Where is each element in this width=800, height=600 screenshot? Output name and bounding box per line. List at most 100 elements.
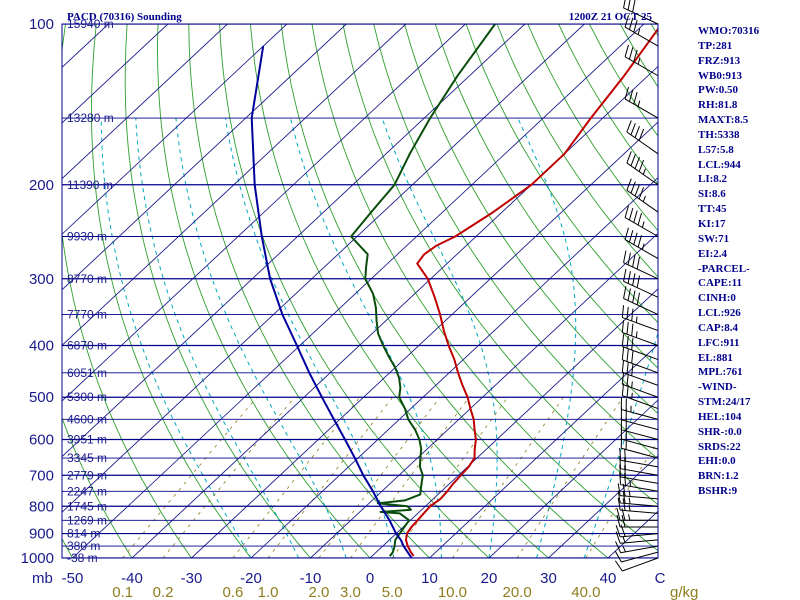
- wind-barb-flag: [628, 47, 634, 60]
- wind-barb-flag: [626, 335, 629, 349]
- wind-barb-half-flag: [637, 58, 641, 65]
- wind-barb-flag: [634, 156, 640, 169]
- wind-barb: [624, 15, 659, 47]
- height-label: 15940 m: [67, 17, 114, 31]
- wind-barb-flag: [633, 232, 638, 245]
- sidebar-stat: TH:5338: [698, 128, 740, 141]
- wind-barb-flag: [628, 17, 634, 30]
- wind-barb-flag: [624, 205, 629, 218]
- wind-barb-flag: [621, 305, 625, 318]
- mixing-ratio-label: 2.0: [309, 584, 330, 600]
- wind-barb-flag: [633, 210, 638, 223]
- wind-barb-half-flag: [642, 168, 646, 175]
- chart-title: PACD (70316) Sounding: [67, 11, 182, 23]
- wind-barb-flag: [616, 508, 621, 521]
- wind-barb-flag: [621, 360, 625, 373]
- mixing-ratio-unit-label: g/kg: [670, 584, 698, 600]
- height-label: 1745 m: [67, 499, 107, 513]
- wind-barb-flag: [624, 465, 627, 478]
- pressure-tick-label: 700: [29, 467, 54, 484]
- height-label: 3951 m: [67, 433, 107, 447]
- wind-barb-flag: [617, 497, 621, 511]
- sidebar-stat: FRZ:913: [698, 54, 741, 67]
- mixing-ratio-label: 10.0: [438, 584, 467, 600]
- wind-barb-flag: [626, 178, 632, 191]
- height-label: 9930 m: [67, 229, 107, 243]
- plot-frame: [61, 23, 659, 559]
- parcel-curve: [250, 45, 413, 558]
- wind-barb-staff: [620, 502, 659, 507]
- wind-barb-flag: [622, 491, 626, 504]
- pressure-tick-label: 200: [29, 177, 54, 194]
- wind-barb-flag: [626, 361, 629, 375]
- wind-barb-flag: [630, 181, 636, 194]
- wind-barb: [621, 383, 659, 410]
- moist-adiabat: [135, 117, 300, 558]
- wind-barb-flag: [628, 230, 634, 243]
- isotherm: [310, 232, 658, 558]
- temperature-tick-label: -40: [121, 570, 143, 587]
- height-label: 5300 m: [67, 390, 107, 404]
- wind-barb-half-flag: [642, 195, 646, 202]
- wind-barb-staff: [626, 189, 659, 213]
- wind-barb-flag: [638, 128, 645, 141]
- wind-barb-staff: [620, 468, 659, 476]
- sidebar-stat: -WIND-: [698, 381, 737, 394]
- wind-barb-staff: [623, 262, 659, 280]
- height-label: 380 m: [67, 539, 100, 553]
- wind-barb-flag: [614, 560, 623, 572]
- pressure-tick-label: 300: [29, 271, 54, 288]
- wind-barb-staff: [624, 239, 659, 260]
- mixing-ratio-label: 0.6: [222, 584, 243, 600]
- isotherm: [548, 455, 658, 558]
- wind-barb: [620, 397, 659, 420]
- wind-barb-flag: [619, 456, 622, 469]
- sidebar-stat: KI:17: [698, 217, 726, 230]
- sidebar-stat: CAP:8.4: [698, 321, 739, 334]
- isotherm: [250, 177, 658, 558]
- sidebar-stat: MAXT:8.5: [698, 114, 749, 127]
- temperature-tick-label: -20: [240, 570, 262, 587]
- wind-barb-staff: [621, 409, 659, 420]
- isotherm: [62, 24, 585, 513]
- temperature-tick-label: 10: [421, 570, 438, 587]
- sidebar-stat: LI:8.2: [698, 173, 728, 186]
- wind-barb-half-flag: [635, 331, 638, 338]
- wind-barb: [621, 347, 659, 374]
- temperature-curve: [405, 27, 658, 557]
- wind-barb-staff: [623, 298, 659, 315]
- chart-timestamp: 1200Z 21 OCT 25: [569, 11, 653, 23]
- sidebar-stat: LFC:911: [698, 336, 740, 349]
- sidebar-stat: WMO:70316: [698, 25, 760, 37]
- wind-barb-flag: [627, 252, 631, 265]
- wind-barb-flag: [621, 371, 625, 385]
- wind-barb-flag: [619, 472, 622, 485]
- wind-barb-flag: [623, 286, 627, 299]
- wind-barb-staff: [620, 509, 659, 514]
- wind-barb-flag: [634, 184, 640, 197]
- sidebar-stat: LCL:926: [698, 307, 741, 320]
- wind-barb-flag: [623, 250, 627, 263]
- pressure-tick-label: 800: [29, 498, 54, 515]
- dry-adiabat: [0, 24, 13, 558]
- temperature-tick-label: 30: [540, 570, 557, 587]
- isotherm: [369, 288, 658, 558]
- isotherm: [488, 399, 658, 558]
- wind-barb-staff: [622, 371, 659, 386]
- wind-barb: [619, 447, 659, 468]
- height-label: 6051 m: [67, 366, 107, 380]
- isotherm: [131, 65, 658, 558]
- isotherm: [72, 24, 645, 558]
- mixing-ratio-line: [267, 396, 394, 558]
- pressure-unit-label: mb: [32, 570, 53, 587]
- wind-barb: [626, 151, 659, 186]
- wind-barb-flag: [626, 321, 629, 335]
- wind-barb: [624, 87, 659, 119]
- wind-barb-half-flag: [631, 381, 633, 388]
- wind-barb-flag: [633, 92, 638, 105]
- sidebar-stat: TP:281: [698, 39, 733, 52]
- wind-barb-flag: [630, 123, 636, 136]
- wind-barb-flag: [626, 306, 629, 320]
- wind-barb-staff: [621, 429, 659, 441]
- height-label: 2247 m: [67, 484, 107, 498]
